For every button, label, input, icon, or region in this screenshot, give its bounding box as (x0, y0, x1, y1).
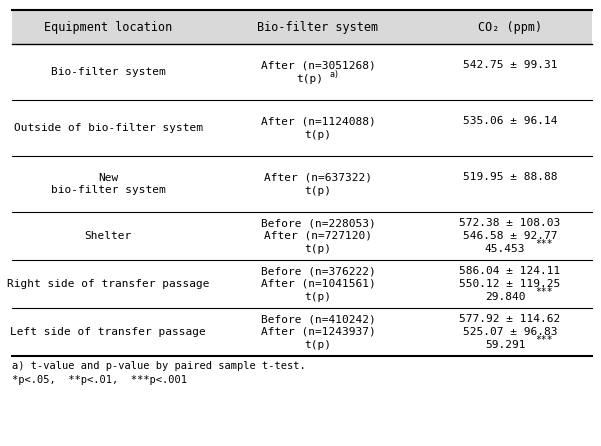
Text: After (n=1124088): After (n=1124088) (261, 116, 376, 126)
Text: Equipment location: Equipment location (44, 21, 172, 33)
Text: t(p): t(p) (305, 340, 332, 350)
Text: 535.06 ± 96.14: 535.06 ± 96.14 (463, 116, 557, 126)
Text: After (n=637322): After (n=637322) (264, 172, 372, 182)
Text: t(p): t(p) (305, 186, 332, 196)
Text: a) t-value and p-value by paired sample t-test.: a) t-value and p-value by paired sample … (12, 361, 306, 371)
Text: 546.58 ± 92.77: 546.58 ± 92.77 (463, 231, 557, 241)
Text: After (n=1041561): After (n=1041561) (261, 279, 376, 289)
Text: Bio-filter system: Bio-filter system (50, 67, 165, 77)
Text: t(p): t(p) (305, 292, 332, 302)
Text: a): a) (330, 70, 340, 78)
Text: Before (n=410242): Before (n=410242) (261, 314, 376, 324)
Text: Left side of transfer passage: Left side of transfer passage (10, 327, 206, 337)
Text: 59.291: 59.291 (485, 340, 525, 350)
Text: Bio-filter system: Bio-filter system (257, 21, 379, 33)
Text: 542.75 ± 99.31: 542.75 ± 99.31 (463, 60, 557, 70)
Text: t(p): t(p) (305, 130, 332, 140)
Text: ***: *** (535, 287, 553, 297)
Bar (12, 10, 592, 44)
Text: New
bio-filter system: New bio-filter system (50, 173, 165, 195)
Text: 519.95 ± 88.88: 519.95 ± 88.88 (463, 172, 557, 182)
Text: t(p): t(p) (305, 244, 332, 254)
Text: ***: *** (535, 239, 553, 249)
Text: 45.453: 45.453 (485, 244, 525, 254)
Text: Outside of bio-filter system: Outside of bio-filter system (13, 123, 203, 133)
Text: t(p): t(p) (296, 74, 323, 84)
Text: After (n=727120): After (n=727120) (264, 231, 372, 241)
Text: Right side of transfer passage: Right side of transfer passage (7, 279, 209, 289)
Text: 577.92 ± 114.62: 577.92 ± 114.62 (459, 314, 561, 324)
Text: CO₂ (ppm): CO₂ (ppm) (478, 21, 542, 33)
Text: Before (n=228053): Before (n=228053) (261, 218, 376, 228)
Text: 550.12 ± 119.25: 550.12 ± 119.25 (459, 279, 561, 289)
Text: 572.38 ± 108.03: 572.38 ± 108.03 (459, 218, 561, 228)
Text: After (n=1243937): After (n=1243937) (261, 327, 376, 337)
Text: *p<.05,  **p<.01,  ***p<.001: *p<.05, **p<.01, ***p<.001 (12, 375, 187, 385)
Text: Before (n=376222): Before (n=376222) (261, 266, 376, 276)
Text: 586.04 ± 124.11: 586.04 ± 124.11 (459, 266, 561, 276)
Text: 29.840: 29.840 (485, 292, 525, 302)
Text: ***: *** (535, 335, 553, 345)
Text: After (n=3051268): After (n=3051268) (261, 60, 376, 70)
Text: Shelter: Shelter (84, 231, 132, 241)
Text: 525.07 ± 96.83: 525.07 ± 96.83 (463, 327, 557, 337)
